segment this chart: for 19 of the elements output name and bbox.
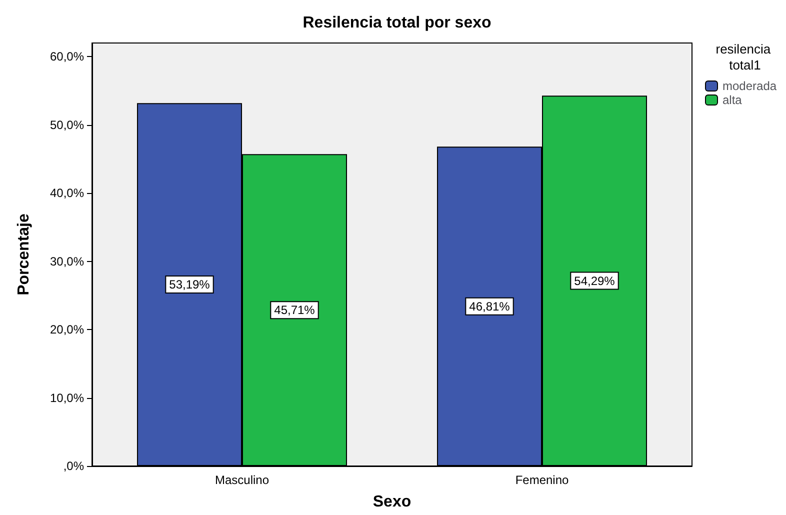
y-tick-label: 40,0% (50, 186, 84, 200)
legend-title: resilencia total1 (716, 42, 774, 72)
x-tick-label: Femenino (515, 473, 569, 487)
y-tick-label: ,0% (63, 459, 84, 473)
y-tick-label: 50,0% (50, 118, 84, 132)
y-tick-label: 10,0% (50, 390, 84, 405)
y-axis-title: Porcentaje (16, 213, 32, 296)
chart-title: Resilencia total por sexo (302, 14, 492, 32)
data-label: 53,19% (169, 278, 210, 292)
data-label: 46,81% (469, 299, 510, 314)
legend-label: alta (722, 93, 742, 107)
data-label: 45,71% (274, 303, 316, 318)
data-label: 54,29% (574, 274, 616, 288)
x-axis-title: Sexo (372, 494, 412, 510)
legend-label: moderada (722, 79, 777, 93)
y-tick-label: 30,0% (50, 254, 84, 268)
y-tick-label: 60,0% (50, 50, 84, 64)
x-tick-label: Masculino (214, 473, 270, 487)
y-tick-label: 20,0% (50, 322, 84, 337)
